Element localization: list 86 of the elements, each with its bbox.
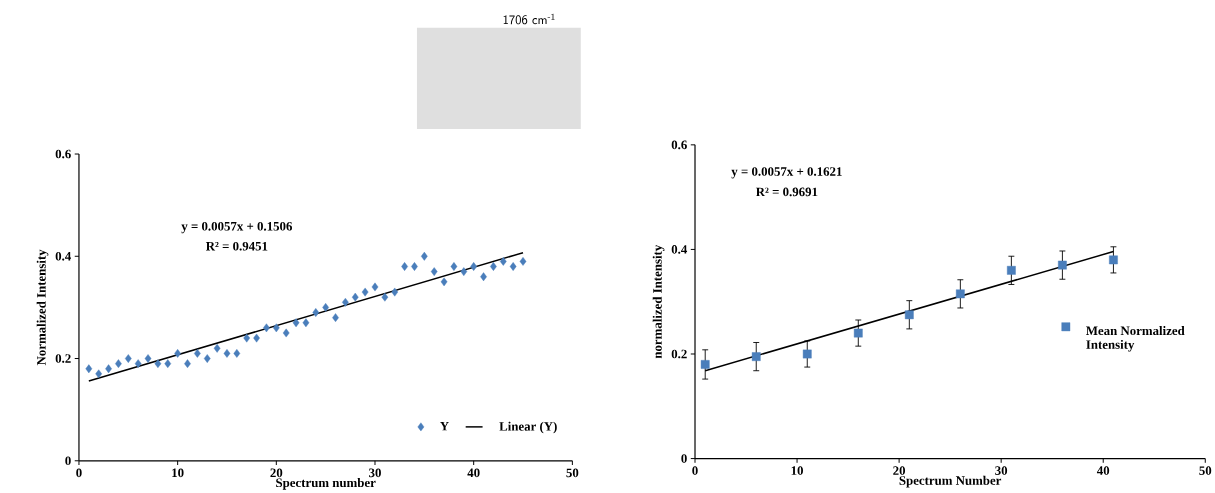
x-tick-label: 20 [893, 466, 906, 475]
x-tick-label: 30 [995, 466, 1008, 475]
point [95, 369, 103, 379]
point [1007, 265, 1016, 275]
point [421, 251, 428, 261]
point [1058, 260, 1067, 270]
point [332, 313, 339, 322]
x-tick-label: 50 [566, 468, 579, 478]
x-tick-label: 50 [1199, 466, 1212, 475]
point [105, 364, 112, 374]
point [490, 262, 497, 271]
y-tick-label: 0.2 [55, 354, 71, 363]
point [184, 359, 191, 368]
x-tick-label: 10 [172, 468, 184, 478]
x-tick-label: 30 [369, 468, 381, 478]
legend-label: Mean Normalized Intensity [1086, 326, 1185, 352]
point [371, 282, 379, 292]
y-tick-label: 0.6 [671, 140, 687, 150]
x-tick-label: 0 [76, 468, 82, 478]
point [351, 292, 359, 302]
point [853, 328, 863, 338]
y-tick-label: 0.4 [671, 245, 688, 254]
legend-label: Linear (Y) [499, 421, 557, 434]
point [381, 292, 389, 302]
point [292, 318, 300, 328]
x-tick-label: 10 [791, 466, 803, 475]
point [470, 262, 477, 271]
annotation: y = 0.0057x + 0.1621 [731, 167, 842, 179]
point [509, 262, 517, 271]
point [263, 323, 270, 333]
point [955, 289, 965, 299]
point [499, 257, 507, 266]
point [480, 272, 487, 282]
point [1109, 255, 1118, 265]
point [440, 277, 448, 287]
point [391, 287, 399, 297]
point [401, 262, 408, 271]
point [904, 310, 914, 320]
point [361, 287, 369, 297]
x-tick-label: 40 [1096, 466, 1110, 475]
point [194, 349, 201, 358]
point [223, 349, 231, 358]
point [519, 257, 527, 266]
y-tick-label: 0.4 [55, 251, 72, 261]
point [164, 359, 172, 368]
point [460, 267, 468, 276]
x-tick-label: 40 [467, 468, 480, 478]
point [312, 308, 320, 317]
point [273, 323, 280, 333]
y-tick-label: 0.6 [55, 149, 71, 159]
y-axis-title: Normalized Intensity [36, 249, 49, 366]
point [302, 318, 310, 328]
text: 1706 cm$^{-1}$ [503, 13, 555, 25]
annotation: R² = 0.9451 [205, 241, 268, 251]
point [282, 328, 290, 338]
point [411, 262, 418, 271]
annotation: R² = 0.9691 [755, 187, 818, 197]
point [85, 364, 93, 374]
y-tick-label: 0.2 [671, 349, 687, 359]
point [174, 349, 181, 358]
point [243, 333, 251, 343]
point [700, 360, 710, 369]
point [802, 349, 812, 359]
y-tick-label: 0 [65, 456, 71, 466]
point [203, 354, 211, 363]
x-axis-title: Spectrum number [276, 478, 376, 490]
annotation: y = 0.0057x + 0.1506 [181, 221, 293, 234]
x-tick-label: 0 [692, 466, 698, 475]
point [322, 303, 329, 312]
legend-label: Y [440, 421, 449, 431]
point [751, 352, 761, 361]
point [213, 343, 221, 353]
point [450, 262, 458, 271]
point [134, 359, 142, 368]
point [154, 359, 162, 368]
point [144, 354, 152, 363]
y-axis-title: normalized Intensity [652, 244, 665, 359]
point [233, 349, 241, 358]
point [430, 267, 438, 276]
point [115, 359, 122, 368]
point [253, 333, 260, 343]
point [124, 354, 132, 363]
point [342, 297, 349, 307]
x-axis-title: Spectrum Number [899, 475, 1002, 488]
x-tick-label: 20 [270, 468, 283, 478]
y-tick-label: 0 [681, 454, 687, 463]
